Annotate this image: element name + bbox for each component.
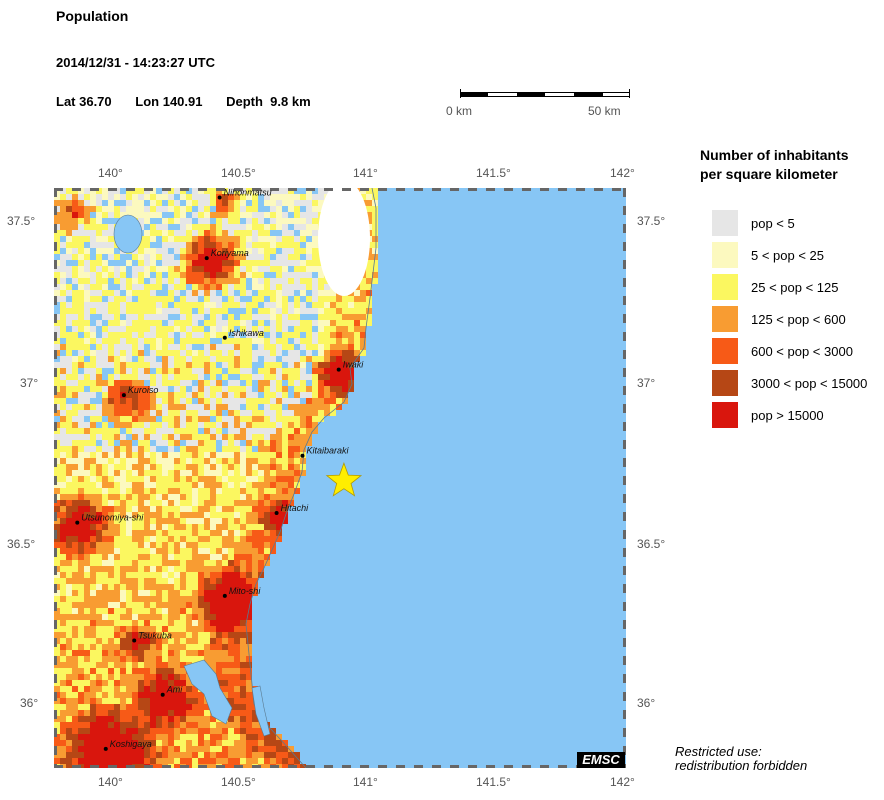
city-label: Hitachi xyxy=(281,503,310,513)
city-label: Mito-shi xyxy=(229,586,262,596)
city-label: Koriyama xyxy=(211,248,249,258)
epicenter-star xyxy=(325,462,363,497)
white-patch xyxy=(318,188,370,296)
city-dot xyxy=(121,393,126,398)
city-label: Ami xyxy=(166,685,184,695)
population-grid xyxy=(54,188,378,768)
legend-swatch xyxy=(712,306,738,332)
legend-label: 600 < pop < 3000 xyxy=(751,343,853,359)
legend-item: pop > 15000 xyxy=(712,402,824,428)
lake-inawashiro xyxy=(113,214,143,254)
legend-swatch xyxy=(712,402,738,428)
legend-label: pop < 5 xyxy=(751,215,795,231)
legend-item: 5 < pop < 25 xyxy=(712,242,824,268)
city-dot xyxy=(300,453,305,458)
legend-item: pop < 5 xyxy=(712,210,795,236)
city-markers: Nihonmatsu Koriyama Ishikawa Iwaki Kuroiso Ki… xyxy=(75,188,364,751)
latitude-label: Lat 36.70 xyxy=(56,94,112,109)
city-label: Koshigaya xyxy=(110,739,152,749)
legend-swatch xyxy=(712,210,738,236)
city-dot xyxy=(336,367,341,372)
lat-tick-left-3: 36° xyxy=(20,696,39,710)
city-dot xyxy=(132,638,137,643)
city-dot xyxy=(160,692,165,697)
city-dot xyxy=(274,511,279,516)
longitude-label: Lon 140.91 xyxy=(135,94,203,109)
lon-tick-top-1: 140.5° xyxy=(221,166,256,180)
city-dot xyxy=(103,746,108,751)
lake-kasumigaura xyxy=(183,659,233,725)
city-label: Utsunomiya-shi xyxy=(81,513,144,523)
restriction-note: Restricted use: redistribution forbidden xyxy=(675,745,807,773)
population-map: Nihonmatsu Koriyama Ishikawa Iwaki Kuroiso Ki… xyxy=(54,188,626,768)
restriction-line1: Restricted use: xyxy=(675,744,762,759)
scale-bar xyxy=(460,89,630,98)
legend-label: 5 < pop < 25 xyxy=(751,247,825,263)
city-dot xyxy=(222,335,227,340)
restriction-line2: redistribution forbidden xyxy=(675,758,808,773)
city-label: Kitaibaraki xyxy=(306,446,349,456)
lake-kitaura xyxy=(251,685,271,737)
city-label: Nihonmatsu xyxy=(224,188,272,198)
legend-label: pop > 15000 xyxy=(751,407,824,423)
legend-item: 3000 < pop < 15000 xyxy=(712,370,867,396)
lon-tick-bottom-4: 142° xyxy=(610,775,635,789)
event-datetime: 2014/12/31 - 14:23:27 UTC xyxy=(56,55,215,70)
legend-title-line1: Number of inhabitants xyxy=(700,147,849,163)
lat-tick-right-1: 37° xyxy=(637,376,656,390)
legend-swatch xyxy=(712,370,738,396)
event-coordinates: Lat 36.70 Lon 140.91 Depth 9.8 km xyxy=(56,94,331,109)
city-label: Tsukuba xyxy=(138,631,172,641)
city-label: Iwaki xyxy=(343,360,365,370)
legend-swatch xyxy=(712,338,738,364)
lon-tick-top-0: 140° xyxy=(98,166,123,180)
legend-item: 600 < pop < 3000 xyxy=(712,338,853,364)
lat-tick-right-2: 36.5° xyxy=(637,537,666,551)
lat-tick-left-2: 36.5° xyxy=(7,537,36,551)
lon-tick-bottom-1: 140.5° xyxy=(221,775,256,789)
coastline xyxy=(245,188,377,768)
city-label: Ishikawa xyxy=(229,328,264,338)
lat-tick-right-3: 36° xyxy=(637,696,656,710)
lat-tick-right-0: 37.5° xyxy=(637,214,666,228)
lon-tick-top-4: 142° xyxy=(610,166,635,180)
map-frame xyxy=(54,188,626,768)
scale-left-label: 0 km xyxy=(446,104,473,118)
map-title: Population xyxy=(56,8,129,24)
lon-tick-bottom-2: 141° xyxy=(353,775,378,789)
legend-title: Number of inhabitants per square kilomet… xyxy=(700,146,849,184)
city-dot xyxy=(217,195,222,200)
scale-right-label: 50 km xyxy=(588,104,621,118)
emsc-logo: EMSC xyxy=(577,752,625,768)
city-dot xyxy=(75,520,80,525)
city-dot xyxy=(204,256,209,261)
legend-item: 25 < pop < 125 xyxy=(712,274,838,300)
depth-label: Depth 9.8 km xyxy=(226,94,311,109)
lat-tick-left-1: 37° xyxy=(20,376,39,390)
lat-tick-left-0: 37.5° xyxy=(7,214,36,228)
legend-title-line2: per square kilometer xyxy=(700,166,838,182)
legend-label: 125 < pop < 600 xyxy=(751,311,846,327)
lon-tick-bottom-3: 141.5° xyxy=(476,775,511,789)
lon-tick-top-2: 141° xyxy=(353,166,378,180)
legend-swatch xyxy=(712,274,738,300)
legend-swatch xyxy=(712,242,738,268)
legend-item: 125 < pop < 600 xyxy=(712,306,846,332)
legend-label: 25 < pop < 125 xyxy=(751,279,839,295)
lon-tick-top-3: 141.5° xyxy=(476,166,511,180)
city-label: Kuroiso xyxy=(128,385,159,395)
legend-label: 3000 < pop < 15000 xyxy=(751,375,868,391)
city-dot xyxy=(222,593,227,598)
lon-tick-bottom-0: 140° xyxy=(98,775,123,789)
